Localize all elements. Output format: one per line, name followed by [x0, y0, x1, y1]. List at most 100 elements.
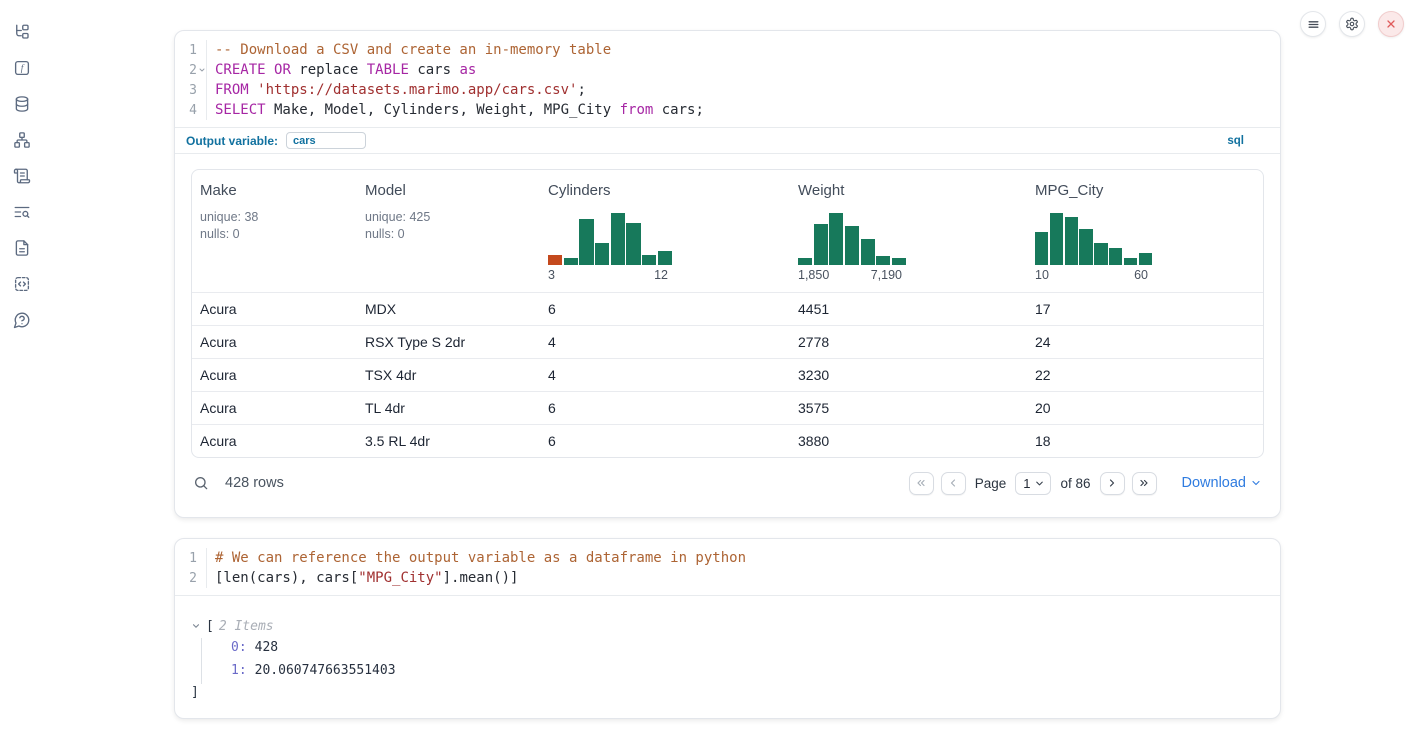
histogram-bar [1094, 243, 1107, 265]
histogram-bar [829, 213, 843, 265]
table-cell: 3880 [790, 433, 1027, 449]
tree-entry-value: 20.060747663551403 [255, 663, 396, 678]
table-cell: RSX Type S 2dr [357, 334, 540, 350]
settings-icon[interactable] [1339, 11, 1365, 37]
code-text[interactable]: -- Download a CSV and create an in-memor… [206, 40, 1280, 120]
scratchpad-icon[interactable] [13, 167, 31, 185]
search-icon[interactable] [193, 475, 209, 491]
column-header-make[interactable]: Makeunique: 38nulls: 0 [192, 170, 357, 292]
table-cell: Acura [192, 433, 357, 449]
token-comment: -- Download a CSV and create an in-memor… [215, 42, 611, 58]
token-plain: cars [409, 62, 460, 78]
download-button[interactable]: Download [1182, 475, 1263, 491]
token-kw: SELECT [215, 102, 266, 118]
histogram-bar [564, 258, 578, 265]
code-line[interactable]: -- Download a CSV and create an in-memor… [215, 40, 1280, 60]
column-histogram[interactable]: 1,8507,190 [798, 213, 906, 282]
table-row[interactable]: AcuraTL 4dr6357520 [192, 391, 1263, 424]
histogram-bar [798, 258, 812, 265]
line-number: 3 [175, 83, 197, 98]
code-line[interactable]: CREATE OR replace TABLE cars as [215, 60, 1280, 80]
histogram-bar [626, 223, 640, 265]
token-plain [249, 82, 257, 98]
table-cell: Acura [192, 301, 357, 317]
code-line[interactable]: FROM 'https://datasets.marimo.app/cars.c… [215, 80, 1280, 100]
table-cell: 24 [1027, 334, 1263, 350]
column-name: MPG_City [1035, 182, 1255, 199]
table-row[interactable]: AcuraMDX6445117 [192, 292, 1263, 325]
pagination: Page 1 of 86 Download [909, 472, 1262, 495]
output-variable-label: Output variable: [186, 134, 278, 148]
code-text[interactable]: # We can reference the output variable a… [206, 548, 1280, 588]
token-plain [266, 62, 274, 78]
line-number: 2 [175, 571, 197, 586]
column-header-mpg_city[interactable]: MPG_City 1060 [1027, 170, 1263, 292]
gutter: 1 2 3 4 [175, 40, 206, 120]
column-name: Model [365, 182, 532, 199]
logs-icon[interactable] [13, 203, 31, 221]
histogram-bar [595, 243, 609, 265]
histogram-bar [1050, 213, 1063, 265]
first-page-button[interactable] [909, 472, 934, 495]
line-number: 2 [175, 63, 197, 78]
last-page-button[interactable] [1132, 472, 1157, 495]
next-page-button[interactable] [1100, 472, 1125, 495]
code-line[interactable]: [len(cars), cars["MPG_City"].mean()] [215, 568, 1280, 588]
column-header-model[interactable]: Model unique: 425nulls: 0 [357, 170, 540, 292]
histogram-bar [1109, 248, 1122, 265]
column-histogram[interactable]: 1060 [1035, 213, 1152, 282]
column-header-cylinders[interactable]: Cylinders312 [540, 170, 790, 292]
histogram-bar [861, 239, 875, 265]
dependency-graph-icon[interactable] [13, 131, 31, 149]
column-stats: unique: 425nulls: 0 [365, 209, 532, 242]
histogram-bar [1124, 258, 1137, 265]
table-cell: 6 [540, 301, 790, 317]
datasources-icon[interactable] [13, 95, 31, 113]
collapse-chevron-icon[interactable] [191, 621, 201, 631]
bracket-close: ] [191, 682, 1264, 702]
code-line[interactable]: # We can reference the output variable a… [215, 548, 1280, 568]
gutter-line: 1 [175, 40, 206, 60]
histogram-range-labels: 1060 [1035, 268, 1152, 282]
output-variable-input[interactable] [286, 132, 366, 149]
histogram-bars [548, 213, 672, 265]
column-name: Make [200, 182, 349, 199]
table-header: Makeunique: 38nulls: 0 Model unique: 425nu… [192, 170, 1263, 292]
histogram-bar [1035, 232, 1048, 265]
table-body: AcuraMDX6445117AcuraRSX Type S 2dr427782… [192, 292, 1263, 457]
table-row[interactable]: AcuraRSX Type S 2dr4277824 [192, 325, 1263, 358]
variables-icon[interactable]: f [13, 59, 31, 77]
documentation-icon[interactable] [13, 239, 31, 257]
line-number: 4 [175, 103, 197, 118]
python-code-editor[interactable]: 12 # We can reference the output variabl… [175, 539, 1280, 596]
table-cell: 3575 [790, 400, 1027, 416]
shutdown-icon[interactable] [1378, 11, 1404, 37]
fold-chevron-icon[interactable] [197, 66, 206, 74]
table-cell: 3.5 RL 4dr [357, 433, 540, 449]
page-select[interactable]: 1 [1015, 472, 1051, 495]
help-icon[interactable] [13, 311, 31, 329]
table-cell: 3230 [790, 367, 1027, 383]
table-row[interactable]: AcuraTSX 4dr4323022 [192, 358, 1263, 391]
token-plain: ].mean()] [443, 570, 519, 586]
output-variable-row: Output variable: sql [175, 127, 1280, 154]
histogram-bar [579, 219, 593, 265]
file-explorer-icon[interactable] [13, 23, 31, 41]
token-kw: OR [274, 62, 291, 78]
menu-icon[interactable] [1300, 11, 1326, 37]
table-row[interactable]: Acura3.5 RL 4dr6388018 [192, 424, 1263, 457]
snippets-icon[interactable] [13, 275, 31, 293]
total-pages-label: of 86 [1060, 476, 1090, 491]
table-cell: 6 [540, 400, 790, 416]
svg-text:f: f [21, 63, 25, 74]
token-comment: # We can reference the output variable a… [215, 550, 746, 566]
histogram-bar [892, 258, 906, 265]
histogram-bar [845, 226, 859, 265]
column-histogram[interactable]: 312 [548, 213, 672, 282]
column-header-weight[interactable]: Weight1,8507,190 [790, 170, 1027, 292]
page-label: Page [975, 476, 1007, 491]
previous-page-button[interactable] [941, 472, 966, 495]
sql-code-editor[interactable]: 1 2 3 4 -- Download a CSV and create an in-… [175, 31, 1280, 127]
table-cell: Acura [192, 400, 357, 416]
code-line[interactable]: SELECT Make, Model, Cylinders, Weight, M… [215, 100, 1280, 120]
